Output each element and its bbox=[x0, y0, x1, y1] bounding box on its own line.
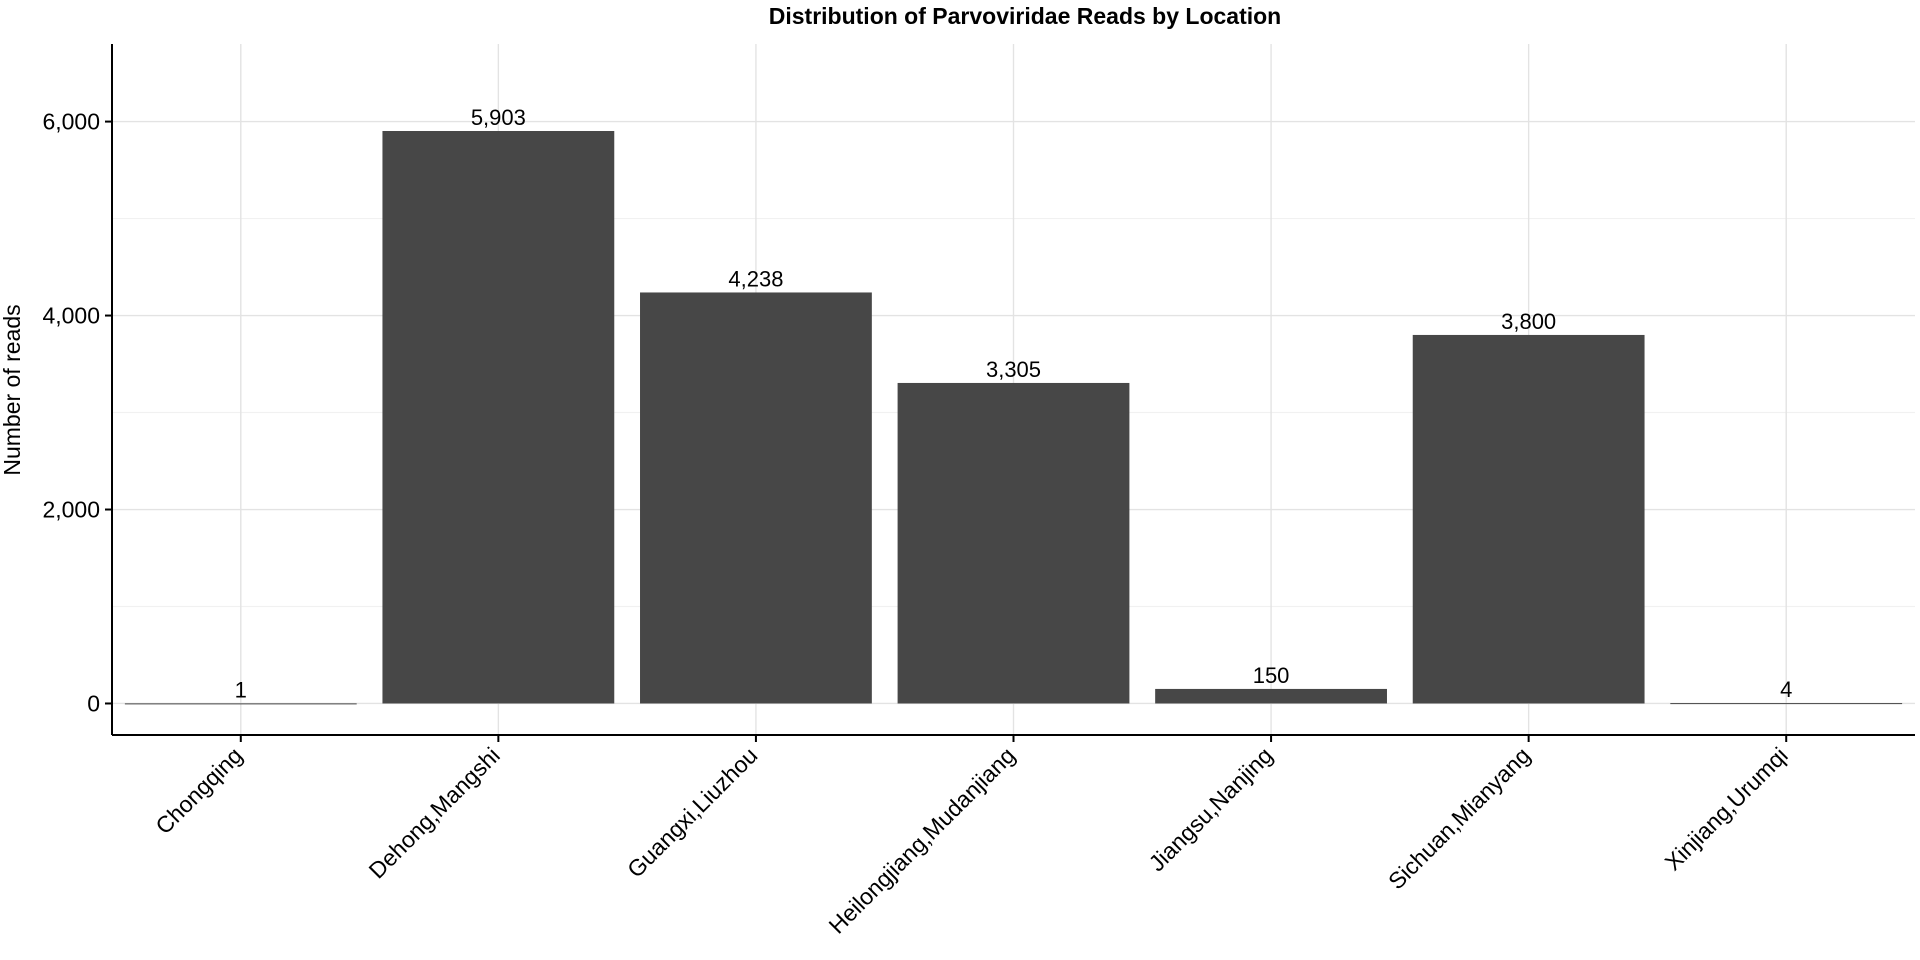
bar bbox=[1670, 703, 1903, 705]
bar bbox=[124, 703, 357, 705]
y-tick-label: 6,000 bbox=[42, 109, 100, 135]
y-tick-label: 0 bbox=[87, 690, 100, 716]
y-tick-label: 2,000 bbox=[42, 497, 100, 523]
bars bbox=[124, 130, 1903, 705]
x-tick-label: Xinjiang,Urumqi bbox=[1660, 742, 1793, 875]
x-tick-label: Guangxi,Liuzhou bbox=[622, 742, 762, 882]
chart-title: Distribution of Parvoviridae Reads by Lo… bbox=[769, 3, 1281, 29]
x-tick-label: Jiangsu,Nanjing bbox=[1143, 742, 1277, 876]
x-tick-label: Chongqing bbox=[150, 742, 247, 839]
bar-value-labels: 1 5,903 4,238 3,305 150 3,800 4 bbox=[235, 105, 1793, 702]
bar bbox=[1155, 688, 1387, 704]
bar-value-label: 4 bbox=[1780, 677, 1792, 702]
bar bbox=[382, 130, 615, 704]
y-axis-ticks: 0 2,000 4,000 6,000 bbox=[42, 109, 112, 716]
bar-value-label: 3,305 bbox=[986, 357, 1041, 382]
bar bbox=[897, 382, 1130, 704]
x-tick-label: Dehong,Mangshi bbox=[364, 742, 505, 883]
y-axis-title: Number of reads bbox=[0, 304, 25, 475]
x-axis-ticks: Chongqing Dehong,Mangshi Guangxi,Liuzhou He… bbox=[150, 735, 1793, 939]
y-tick-label: 4,000 bbox=[42, 303, 100, 329]
bar-value-label: 5,903 bbox=[471, 105, 526, 130]
bar-value-label: 4,238 bbox=[728, 266, 783, 291]
bar bbox=[1412, 334, 1645, 704]
bar-value-label: 1 bbox=[235, 677, 247, 702]
x-tick-label: Sichuan,Mianyang bbox=[1383, 742, 1535, 894]
bar-value-label: 3,800 bbox=[1501, 309, 1556, 334]
bar-value-label: 150 bbox=[1253, 663, 1290, 688]
x-tick-label: Heilongjiang,Mudanjiang bbox=[824, 742, 1021, 939]
bar bbox=[640, 292, 872, 704]
